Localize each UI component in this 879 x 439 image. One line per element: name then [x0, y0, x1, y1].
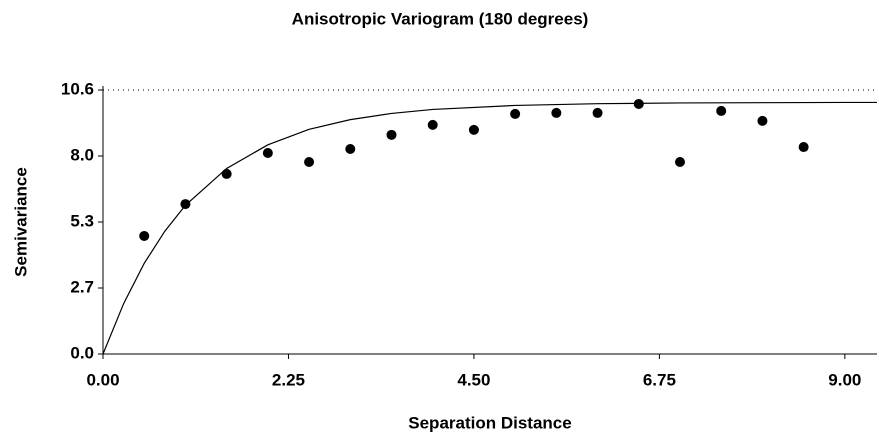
- data-point: [139, 230, 150, 241]
- x-tick-label: 6.75: [643, 370, 676, 389]
- data-point: [180, 199, 191, 210]
- y-tick-label: 2.7: [70, 277, 94, 296]
- data-point: [427, 119, 438, 130]
- chart-title: Anisotropic Variogram (180 degrees): [292, 9, 589, 28]
- data-point: [262, 148, 273, 159]
- y-axis-label: Semivariance: [11, 167, 30, 277]
- model-curve: [102, 101, 877, 355]
- y-tick-label: 8.0: [70, 145, 94, 164]
- y-tick-label: 10.6: [61, 79, 94, 98]
- data-point: [674, 156, 685, 167]
- data-point: [345, 144, 356, 155]
- data-point: [386, 129, 397, 140]
- data-point: [510, 108, 521, 119]
- data-point: [592, 107, 603, 118]
- data-point: [757, 115, 768, 126]
- x-tick-label: 9.00: [828, 370, 861, 389]
- data-point: [468, 124, 479, 135]
- x-tick-label: 2.25: [272, 370, 305, 389]
- x-tick-label: 4.50: [457, 370, 490, 389]
- x-tick-label: 0.00: [86, 370, 119, 389]
- data-point: [551, 107, 562, 118]
- data-point: [798, 142, 809, 153]
- data-point: [716, 105, 727, 116]
- data-point: [304, 156, 315, 167]
- y-tick-label: 5.3: [70, 211, 94, 230]
- y-tick-label: 0.0: [70, 343, 94, 362]
- data-point: [633, 98, 644, 109]
- x-axis-label: Separation Distance: [408, 413, 571, 432]
- data-point: [221, 168, 232, 179]
